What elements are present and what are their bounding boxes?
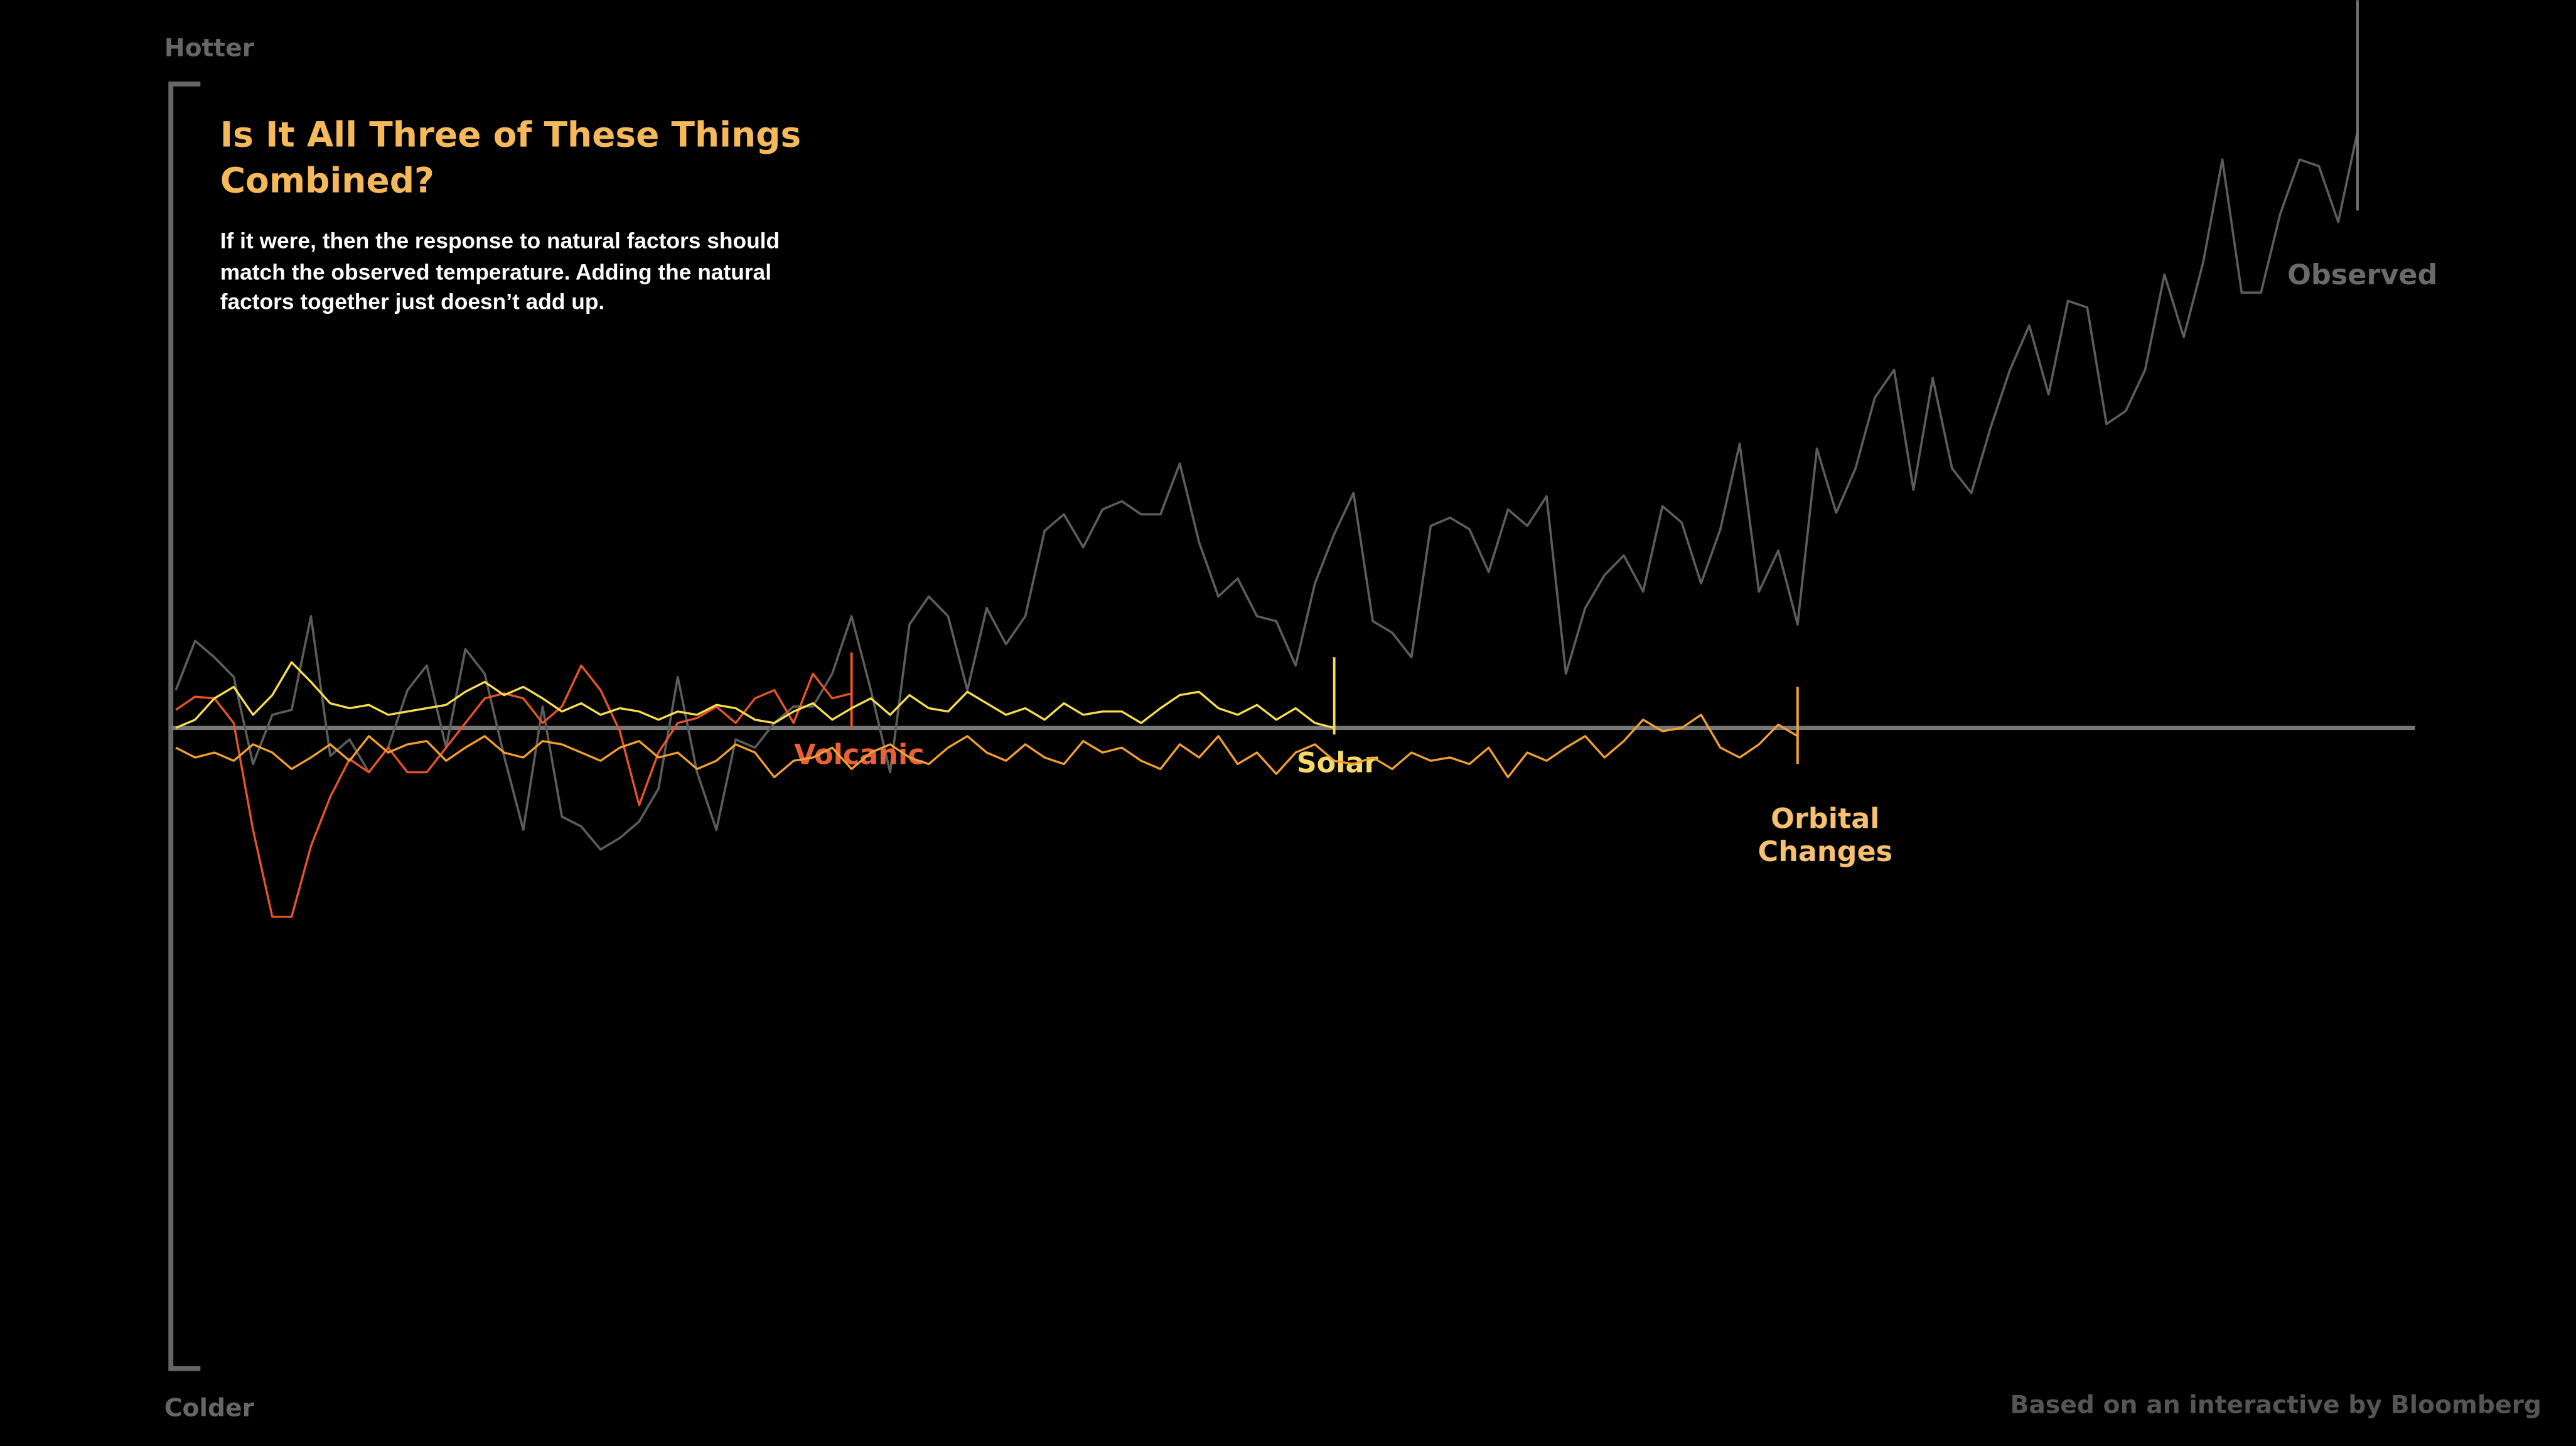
series-label: Observed bbox=[2287, 259, 2438, 293]
series-line bbox=[174, 131, 2359, 851]
series-line bbox=[175, 661, 1335, 729]
chart-subtitle: If it were, then the response to natural… bbox=[220, 228, 780, 314]
series-label: Solar bbox=[1296, 747, 1378, 781]
plot: Observed Volcanic Solar Orbital Changes bbox=[174, 0, 2438, 918]
text-block-inner: Is It All Three of These Things Combined… bbox=[220, 112, 812, 318]
series-line bbox=[175, 664, 852, 918]
colder-label: Colder bbox=[164, 1395, 255, 1423]
hotter-label: Hotter bbox=[164, 34, 255, 62]
series-label: Volcanic bbox=[794, 739, 925, 773]
source: Based on an interactive by Bloomberg bbox=[2010, 1391, 2542, 1419]
chart-title: Is It All Three of These Things Combined… bbox=[220, 115, 802, 201]
series-label-box: Solar bbox=[1296, 747, 1378, 781]
text-block: Is It All Three of These Things Combined… bbox=[220, 112, 812, 318]
series-label-box: Observed bbox=[2287, 259, 2438, 293]
series-label-box: Volcanic bbox=[794, 739, 925, 773]
series-label: Orbital Changes bbox=[1758, 803, 1893, 869]
series-label-box: Orbital Changes bbox=[1758, 803, 1893, 869]
series-line bbox=[175, 714, 1798, 779]
axis-bracket bbox=[168, 81, 201, 1371]
